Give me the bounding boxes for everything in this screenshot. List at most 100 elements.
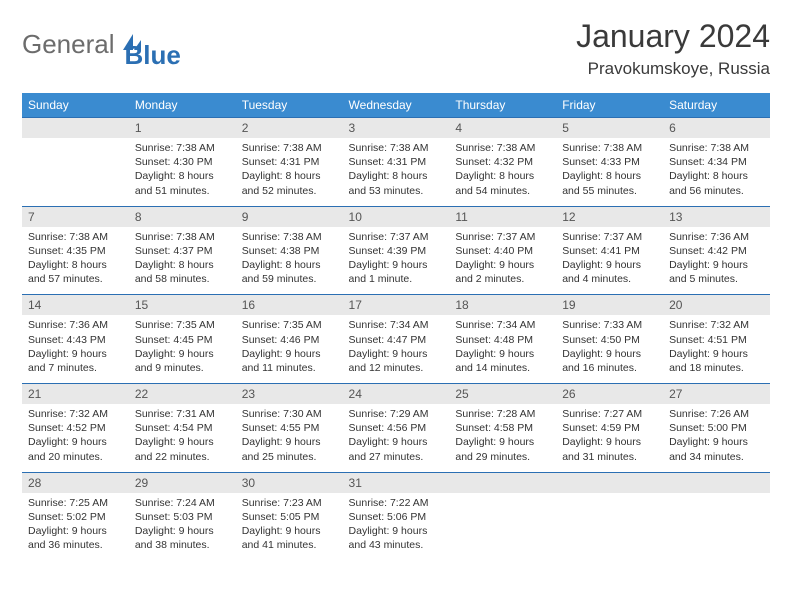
daylight-text: and 12 minutes. — [349, 361, 444, 375]
sunrise-text: Sunrise: 7:38 AM — [455, 141, 550, 155]
sunset-text: Sunset: 4:59 PM — [562, 421, 657, 435]
sunrise-text: Sunrise: 7:38 AM — [242, 141, 337, 155]
month-title: January 2024 — [576, 18, 770, 55]
day-cell: Sunrise: 7:35 AMSunset: 4:45 PMDaylight:… — [129, 315, 236, 383]
day-number: 8 — [129, 206, 236, 227]
daylight-text: and 29 minutes. — [455, 450, 550, 464]
daylight-text: Daylight: 9 hours — [135, 435, 230, 449]
daylight-text: Daylight: 8 hours — [349, 169, 444, 183]
day-cell: Sunrise: 7:29 AMSunset: 4:56 PMDaylight:… — [343, 404, 450, 472]
header: General Blue January 2024 Pravokumskoye,… — [22, 18, 770, 79]
dow-monday: Monday — [129, 93, 236, 118]
day-number: 28 — [22, 472, 129, 493]
day-cell: Sunrise: 7:38 AMSunset: 4:35 PMDaylight:… — [22, 227, 129, 295]
sunrise-text: Sunrise: 7:35 AM — [242, 318, 337, 332]
sunset-text: Sunset: 4:42 PM — [669, 244, 764, 258]
day-number: 30 — [236, 472, 343, 493]
day-number: 25 — [449, 384, 556, 405]
sunset-text: Sunset: 4:52 PM — [28, 421, 123, 435]
daylight-text: Daylight: 9 hours — [349, 524, 444, 538]
daylight-text: Daylight: 9 hours — [349, 258, 444, 272]
sunrise-text: Sunrise: 7:32 AM — [28, 407, 123, 421]
sunset-text: Sunset: 5:00 PM — [669, 421, 764, 435]
daylight-text: and 7 minutes. — [28, 361, 123, 375]
daylight-text: and 38 minutes. — [135, 538, 230, 552]
sunset-text: Sunset: 5:03 PM — [135, 510, 230, 524]
dow-wednesday: Wednesday — [343, 93, 450, 118]
day-number: 23 — [236, 384, 343, 405]
sunset-text: Sunset: 4:35 PM — [28, 244, 123, 258]
daylight-text: Daylight: 9 hours — [669, 258, 764, 272]
sunrise-text: Sunrise: 7:38 AM — [669, 141, 764, 155]
daylight-text: and 34 minutes. — [669, 450, 764, 464]
sunset-text: Sunset: 4:40 PM — [455, 244, 550, 258]
day-cell: Sunrise: 7:32 AMSunset: 4:52 PMDaylight:… — [22, 404, 129, 472]
daylight-text: Daylight: 9 hours — [562, 258, 657, 272]
dow-tuesday: Tuesday — [236, 93, 343, 118]
day-cell: Sunrise: 7:35 AMSunset: 4:46 PMDaylight:… — [236, 315, 343, 383]
daylight-text: and 55 minutes. — [562, 184, 657, 198]
sunset-text: Sunset: 4:38 PM — [242, 244, 337, 258]
day-number: 27 — [663, 384, 770, 405]
sunrise-text: Sunrise: 7:37 AM — [455, 230, 550, 244]
sunrise-text: Sunrise: 7:35 AM — [135, 318, 230, 332]
location-label: Pravokumskoye, Russia — [576, 59, 770, 79]
sunset-text: Sunset: 4:31 PM — [349, 155, 444, 169]
daylight-text: Daylight: 9 hours — [242, 524, 337, 538]
daylight-text: and 51 minutes. — [135, 184, 230, 198]
sunrise-text: Sunrise: 7:36 AM — [28, 318, 123, 332]
sunset-text: Sunset: 4:41 PM — [562, 244, 657, 258]
day-cell: Sunrise: 7:24 AMSunset: 5:03 PMDaylight:… — [129, 493, 236, 561]
daylight-text: and 25 minutes. — [242, 450, 337, 464]
day-number: 15 — [129, 295, 236, 316]
day-cell: Sunrise: 7:32 AMSunset: 4:51 PMDaylight:… — [663, 315, 770, 383]
daylight-text: Daylight: 9 hours — [562, 347, 657, 361]
sunset-text: Sunset: 4:55 PM — [242, 421, 337, 435]
daylight-text: Daylight: 9 hours — [669, 435, 764, 449]
day-cell: Sunrise: 7:23 AMSunset: 5:05 PMDaylight:… — [236, 493, 343, 561]
sunrise-text: Sunrise: 7:33 AM — [562, 318, 657, 332]
sunrise-text: Sunrise: 7:28 AM — [455, 407, 550, 421]
daylight-text: Daylight: 8 hours — [562, 169, 657, 183]
daylight-text: and 11 minutes. — [242, 361, 337, 375]
sunset-text: Sunset: 5:02 PM — [28, 510, 123, 524]
daynum-row: 78910111213 — [22, 206, 770, 227]
daylight-text: Daylight: 8 hours — [135, 169, 230, 183]
sunset-text: Sunset: 4:45 PM — [135, 333, 230, 347]
sunrise-text: Sunrise: 7:38 AM — [135, 141, 230, 155]
daylight-text: and 18 minutes. — [669, 361, 764, 375]
daylight-text: Daylight: 8 hours — [242, 169, 337, 183]
sunrise-text: Sunrise: 7:26 AM — [669, 407, 764, 421]
daynum-row: 14151617181920 — [22, 295, 770, 316]
daylight-text: and 27 minutes. — [349, 450, 444, 464]
daylight-text: Daylight: 8 hours — [455, 169, 550, 183]
daylight-text: Daylight: 9 hours — [455, 347, 550, 361]
day-cell: Sunrise: 7:26 AMSunset: 5:00 PMDaylight:… — [663, 404, 770, 472]
sunrise-text: Sunrise: 7:38 AM — [349, 141, 444, 155]
daylight-text: and 56 minutes. — [669, 184, 764, 198]
day-number: 2 — [236, 118, 343, 139]
day-cell: Sunrise: 7:37 AMSunset: 4:39 PMDaylight:… — [343, 227, 450, 295]
day-number: 1 — [129, 118, 236, 139]
sunset-text: Sunset: 4:32 PM — [455, 155, 550, 169]
daylight-text: and 43 minutes. — [349, 538, 444, 552]
sunrise-text: Sunrise: 7:29 AM — [349, 407, 444, 421]
daylight-text: Daylight: 9 hours — [455, 258, 550, 272]
daylight-text: and 57 minutes. — [28, 272, 123, 286]
sunrise-text: Sunrise: 7:32 AM — [669, 318, 764, 332]
detail-row: Sunrise: 7:38 AMSunset: 4:30 PMDaylight:… — [22, 138, 770, 206]
sunset-text: Sunset: 4:47 PM — [349, 333, 444, 347]
sunrise-text: Sunrise: 7:36 AM — [669, 230, 764, 244]
daylight-text: and 31 minutes. — [562, 450, 657, 464]
day-cell: Sunrise: 7:38 AMSunset: 4:31 PMDaylight:… — [236, 138, 343, 206]
sunset-text: Sunset: 4:46 PM — [242, 333, 337, 347]
day-cell — [663, 493, 770, 561]
detail-row: Sunrise: 7:25 AMSunset: 5:02 PMDaylight:… — [22, 493, 770, 561]
sunrise-text: Sunrise: 7:37 AM — [562, 230, 657, 244]
daylight-text: and 5 minutes. — [669, 272, 764, 286]
daylight-text: Daylight: 9 hours — [349, 435, 444, 449]
sunrise-text: Sunrise: 7:38 AM — [562, 141, 657, 155]
daylight-text: Daylight: 9 hours — [562, 435, 657, 449]
daylight-text: and 36 minutes. — [28, 538, 123, 552]
day-number: 24 — [343, 384, 450, 405]
